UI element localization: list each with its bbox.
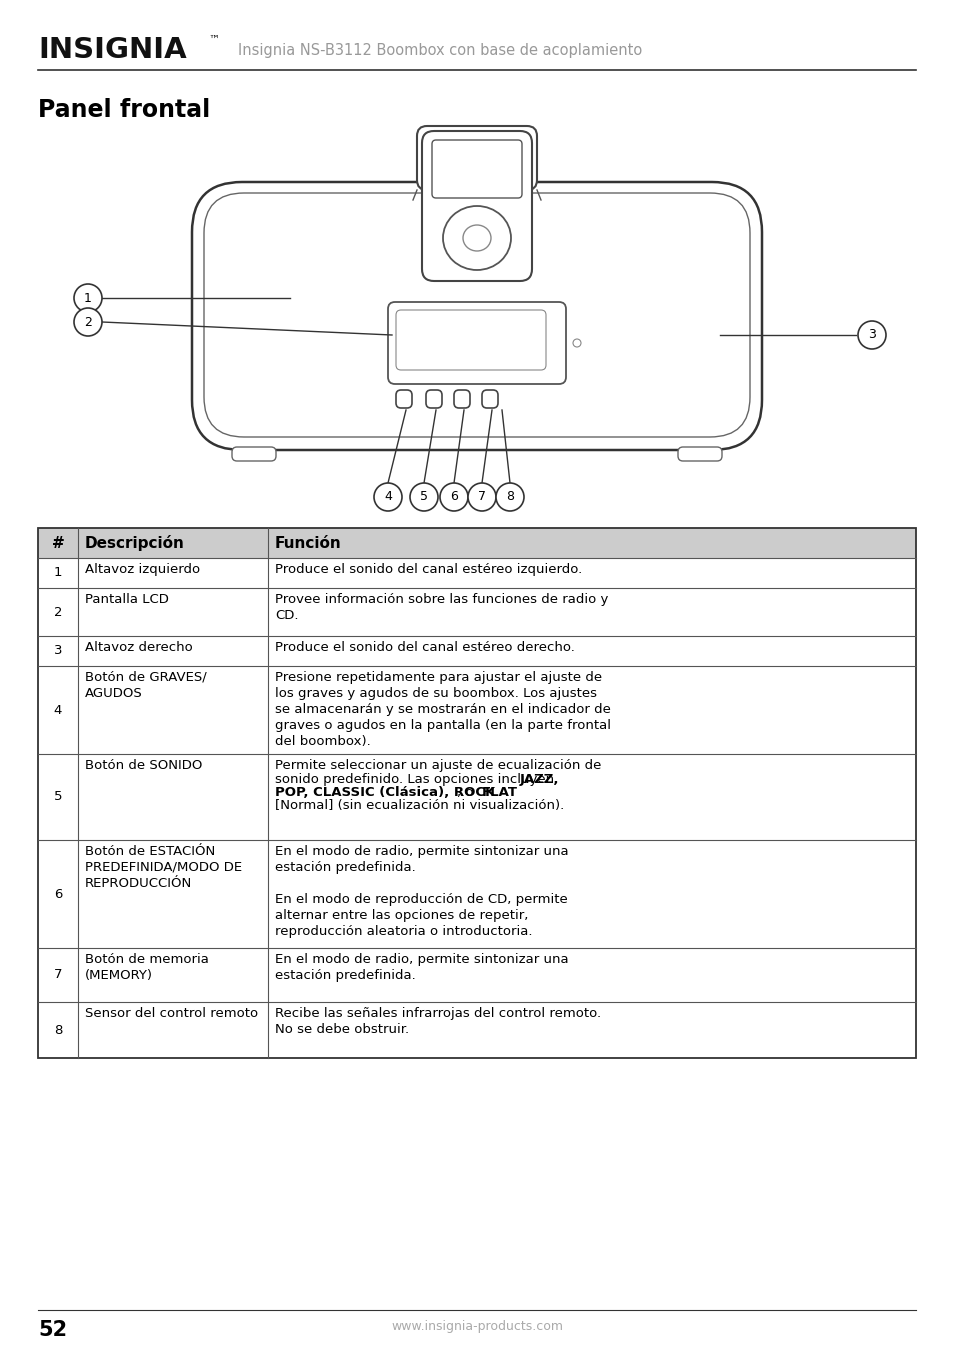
Text: 4: 4 (384, 491, 392, 503)
Text: 7: 7 (53, 968, 62, 982)
Text: 2: 2 (53, 606, 62, 618)
Circle shape (374, 483, 401, 511)
Text: 52: 52 (38, 1320, 67, 1340)
Circle shape (74, 308, 102, 337)
Text: 6: 6 (450, 491, 457, 503)
Text: Botón de GRAVES/
AGUDOS: Botón de GRAVES/ AGUDOS (85, 671, 207, 700)
FancyBboxPatch shape (481, 389, 497, 408)
Text: En el modo de radio, permite sintonizar una
estación predefinida.

En el modo de: En el modo de radio, permite sintonizar … (274, 845, 568, 938)
Text: Botón de SONIDO: Botón de SONIDO (85, 758, 202, 772)
Text: En el modo de radio, permite sintonizar una
estación predefinida.: En el modo de radio, permite sintonizar … (274, 953, 568, 982)
Text: Produce el sonido del canal estéreo izquierdo.: Produce el sonido del canal estéreo izqu… (274, 562, 581, 576)
Bar (38, 529, 915, 1059)
Text: #: # (51, 535, 64, 550)
FancyBboxPatch shape (421, 131, 532, 281)
Text: Provee información sobre las funciones de radio y
CD.: Provee información sobre las funciones d… (274, 594, 608, 622)
Text: POP, CLASSIC (Clásica), ROCK: POP, CLASSIC (Clásica), ROCK (274, 786, 495, 799)
Text: 7: 7 (477, 491, 485, 503)
Text: Pantalla LCD: Pantalla LCD (85, 594, 169, 606)
Text: Botón de ESTACIÓN
PREDEFINIDA/MODO DE
REPRODUCCIÓN: Botón de ESTACIÓN PREDEFINIDA/MODO DE RE… (85, 845, 242, 890)
Text: 5: 5 (419, 491, 428, 503)
FancyBboxPatch shape (454, 389, 470, 408)
Text: 2: 2 (84, 315, 91, 329)
Text: Sensor del control remoto: Sensor del control remoto (85, 1007, 258, 1019)
FancyBboxPatch shape (678, 448, 721, 461)
FancyBboxPatch shape (432, 141, 521, 197)
Circle shape (857, 320, 885, 349)
Bar (38, 529, 915, 558)
Circle shape (496, 483, 523, 511)
FancyBboxPatch shape (426, 389, 441, 408)
Text: 3: 3 (867, 329, 875, 342)
Circle shape (410, 483, 437, 511)
Text: Insignia NS-B3112 Boombox con base de acoplamiento: Insignia NS-B3112 Boombox con base de ac… (237, 42, 641, 58)
Text: 8: 8 (53, 1023, 62, 1037)
Text: JAZZ,: JAZZ, (519, 772, 558, 786)
Text: Panel frontal: Panel frontal (38, 97, 210, 122)
Text: 3: 3 (53, 645, 62, 657)
Text: Altavoz izquierdo: Altavoz izquierdo (85, 562, 200, 576)
FancyBboxPatch shape (395, 310, 545, 370)
Text: [Normal] (sin ecualización ni visualización).: [Normal] (sin ecualización ni visualizac… (274, 799, 563, 813)
Text: sonido predefinido. Las opciones incluyen: sonido predefinido. Las opciones incluye… (274, 772, 558, 786)
Text: Produce el sonido del canal estéreo derecho.: Produce el sonido del canal estéreo dere… (274, 641, 575, 654)
FancyBboxPatch shape (395, 389, 412, 408)
Text: 6: 6 (53, 887, 62, 900)
Text: 8: 8 (505, 491, 514, 503)
Ellipse shape (442, 206, 511, 270)
Text: Función: Función (274, 535, 341, 550)
Text: Botón de memoria
(MEMORY): Botón de memoria (MEMORY) (85, 953, 209, 982)
Text: , o: , o (456, 786, 477, 799)
Circle shape (74, 284, 102, 312)
Text: Altavoz derecho: Altavoz derecho (85, 641, 193, 654)
Text: Recibe las señales infrarrojas del control remoto.
No se debe obstruir.: Recibe las señales infrarrojas del contr… (274, 1007, 600, 1036)
Circle shape (439, 483, 468, 511)
Circle shape (573, 339, 580, 347)
Text: 1: 1 (53, 566, 62, 580)
FancyBboxPatch shape (388, 301, 565, 384)
Text: www.insignia-products.com: www.insignia-products.com (391, 1320, 562, 1333)
Text: Descripción: Descripción (85, 535, 185, 552)
Text: 4: 4 (53, 703, 62, 717)
Text: 1: 1 (84, 292, 91, 304)
Text: 5: 5 (53, 791, 62, 803)
Text: FLAT: FLAT (481, 786, 517, 799)
Text: Presione repetidamente para ajustar el ajuste de
los graves y agudos de su boomb: Presione repetidamente para ajustar el a… (274, 671, 610, 748)
FancyBboxPatch shape (192, 183, 761, 450)
FancyBboxPatch shape (416, 126, 537, 191)
Text: Permite seleccionar un ajuste de ecualización de: Permite seleccionar un ajuste de ecualiz… (274, 758, 600, 772)
FancyBboxPatch shape (232, 448, 275, 461)
Text: ™: ™ (208, 35, 219, 45)
Ellipse shape (462, 224, 491, 251)
Circle shape (468, 483, 496, 511)
Text: INSIGNIA: INSIGNIA (38, 37, 187, 64)
